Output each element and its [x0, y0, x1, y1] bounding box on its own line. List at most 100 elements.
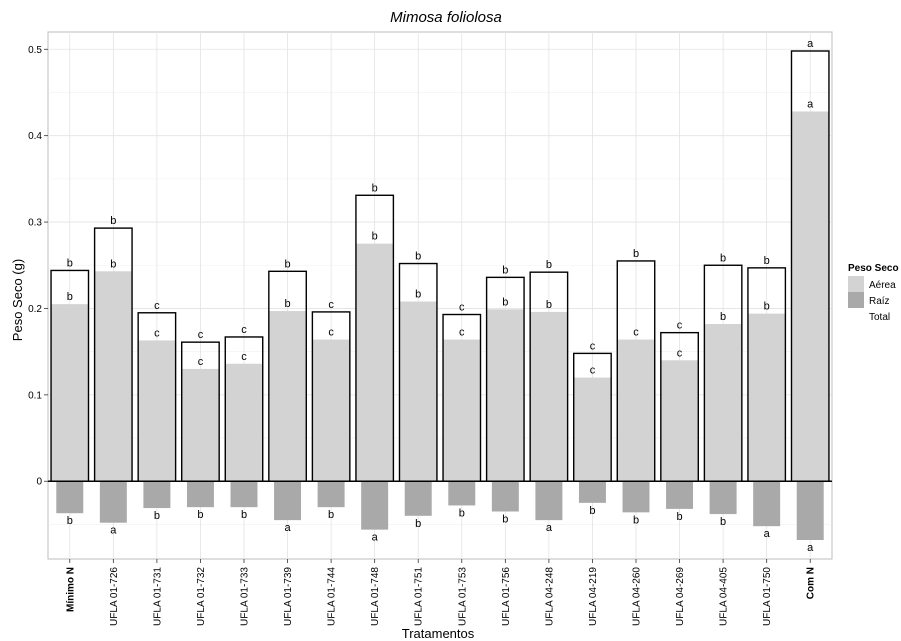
y-tick-label: 0.2	[28, 304, 42, 315]
letter-raiz: b	[197, 509, 203, 521]
bar-aerea	[138, 340, 176, 482]
letter-aerea: a	[807, 98, 814, 110]
letter-raiz: b	[676, 511, 682, 523]
letter-aerea: c	[633, 327, 639, 339]
letter-raiz: b	[633, 514, 639, 526]
letter-total: b	[415, 251, 421, 263]
bar-aerea	[747, 313, 786, 482]
x-tick-label: UFLA 04-269	[675, 567, 686, 626]
y-tick-label: 0.5	[28, 45, 42, 56]
bar-raiz	[709, 481, 737, 515]
letter-raiz: b	[241, 509, 247, 521]
letter-total: c	[154, 300, 160, 312]
letter-aerea: b	[546, 299, 552, 311]
plot-background	[47, 31, 833, 560]
bar-raiz	[274, 481, 302, 521]
bar-raiz	[578, 481, 606, 503]
x-tick-label: UFLA 01-756	[501, 567, 512, 626]
letter-raiz: a	[764, 528, 771, 540]
bar-raiz	[230, 481, 258, 508]
letter-aerea: c	[154, 327, 160, 339]
bar-raiz	[186, 481, 214, 508]
letter-aerea: c	[677, 347, 683, 359]
y-tick-label: 0.1	[28, 390, 42, 401]
letter-total: b	[502, 264, 508, 276]
bar-raiz	[143, 481, 171, 509]
bar-aerea	[355, 243, 394, 482]
letter-aerea: b	[502, 296, 508, 308]
letter-aerea: c	[328, 327, 334, 339]
bar-aerea	[94, 271, 133, 482]
bar-aerea	[617, 339, 655, 482]
letter-aerea: b	[67, 291, 73, 303]
letter-aerea: b	[372, 231, 378, 243]
letter-raiz: b	[589, 505, 595, 517]
bar-raiz	[448, 481, 476, 506]
y-axis-title: Peso Seco (g)	[10, 259, 25, 341]
y-tick-label: 0.3	[28, 218, 42, 229]
letter-total: a	[807, 38, 814, 50]
letter-total: b	[372, 182, 378, 194]
letter-total: c	[459, 302, 465, 314]
letter-aerea: c	[590, 365, 596, 377]
letter-aerea: b	[720, 311, 726, 323]
bar-aerea	[443, 339, 481, 482]
letter-raiz: b	[502, 513, 508, 525]
x-tick-label: UFLA 01-732	[196, 567, 207, 626]
bar-aerea	[530, 311, 568, 482]
x-tick-label: Mínimo N	[65, 567, 76, 612]
x-tick-label: UFLA 01-731	[152, 567, 163, 626]
bar-aerea	[791, 111, 829, 482]
letter-total: b	[764, 255, 770, 267]
x-tick-label: UFLA 01-748	[370, 567, 381, 626]
letter-raiz: a	[807, 542, 814, 554]
bar-aerea	[181, 368, 220, 482]
y-tick-label: 0	[36, 477, 42, 488]
letter-raiz: b	[154, 510, 160, 522]
x-tick-label: UFLA 01-744	[327, 567, 338, 626]
letter-raiz: b	[67, 515, 73, 527]
letter-aerea: b	[110, 258, 116, 270]
bar-raiz	[753, 481, 781, 527]
bar-aerea	[268, 311, 307, 482]
letter-aerea: b	[764, 301, 770, 313]
letter-raiz: a	[284, 522, 291, 534]
letter-total: c	[328, 299, 334, 311]
plot-panel: 0 0.1 0.2 0.3 0.4 0.5 b b b b b a c c b c c b c c b b b a c c b b b a…	[28, 31, 833, 626]
letter-total: b	[284, 258, 290, 270]
letter-raiz: b	[459, 507, 465, 519]
letter-aerea: c	[459, 327, 465, 339]
letter-raiz: a	[372, 532, 379, 544]
legend-key	[848, 308, 864, 324]
x-tick-label: UFLA 01-753	[457, 567, 468, 626]
y-tick-label: 0.4	[28, 131, 42, 142]
letter-raiz: b	[415, 518, 421, 530]
letter-aerea: b	[415, 289, 421, 301]
legend-title: Peso Seco	[848, 263, 899, 274]
legend-label: Aérea	[869, 280, 896, 291]
x-tick-label: UFLA 04-248	[544, 567, 555, 626]
bar-aerea	[399, 301, 437, 482]
letter-raiz: a	[546, 522, 553, 534]
bar-aerea	[704, 324, 742, 482]
bar-raiz	[99, 481, 127, 523]
letter-total: b	[546, 259, 552, 271]
bar-raiz	[535, 481, 563, 521]
legend-key	[848, 276, 864, 292]
letter-total: c	[241, 324, 247, 336]
bar-raiz	[622, 481, 650, 513]
legend-label: Raíz	[869, 296, 890, 307]
x-tick-label: UFLA 04-260	[632, 567, 643, 626]
x-tick-label: UFLA 01-751	[414, 567, 425, 626]
letter-aerea: c	[241, 351, 247, 363]
x-tick-label: UFLA 04-219	[588, 567, 599, 626]
bar-aerea	[573, 377, 612, 482]
legend-key	[848, 292, 864, 308]
bar-aerea	[312, 339, 350, 482]
bar-raiz	[666, 481, 694, 509]
bar-raiz	[361, 481, 389, 530]
letter-total: b	[633, 248, 639, 260]
bar-aerea	[660, 360, 699, 482]
bar-raiz	[491, 481, 519, 512]
